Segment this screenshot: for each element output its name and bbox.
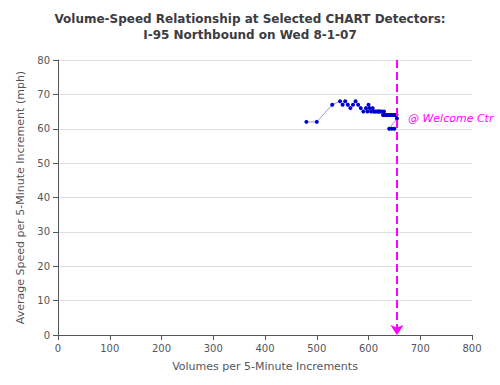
svg-text:0: 0	[55, 343, 61, 354]
svg-text:100: 100	[100, 343, 119, 354]
svg-text:0: 0	[44, 330, 50, 341]
svg-text:Volumes per 5-Minute Increment: Volumes per 5-Minute Increments	[172, 360, 358, 373]
svg-text:30: 30	[37, 226, 50, 237]
svg-text:Volume-Speed Relationship at S: Volume-Speed Relationship at Selected CH…	[54, 12, 445, 26]
svg-text:60: 60	[37, 123, 50, 134]
svg-text:80: 80	[37, 55, 50, 66]
svg-text:50: 50	[37, 158, 50, 169]
svg-text:@ Welcome Ctr: @ Welcome Ctr	[408, 112, 495, 125]
svg-text:I-95 Northbound on Wed 8-1-07: I-95 Northbound on Wed 8-1-07	[143, 28, 357, 42]
svg-text:600: 600	[359, 343, 378, 354]
svg-text:500: 500	[307, 343, 326, 354]
svg-text:Average Speed per 5-Minute Inc: Average Speed per 5-Minute Increment (mp…	[14, 71, 27, 324]
svg-text:700: 700	[411, 343, 430, 354]
svg-text:800: 800	[462, 343, 481, 354]
svg-text:300: 300	[204, 343, 223, 354]
svg-text:10: 10	[37, 295, 50, 306]
svg-text:20: 20	[37, 261, 50, 272]
svg-text:200: 200	[152, 343, 171, 354]
svg-text:400: 400	[255, 343, 274, 354]
svg-text:40: 40	[37, 192, 50, 203]
svg-text:70: 70	[37, 89, 50, 100]
